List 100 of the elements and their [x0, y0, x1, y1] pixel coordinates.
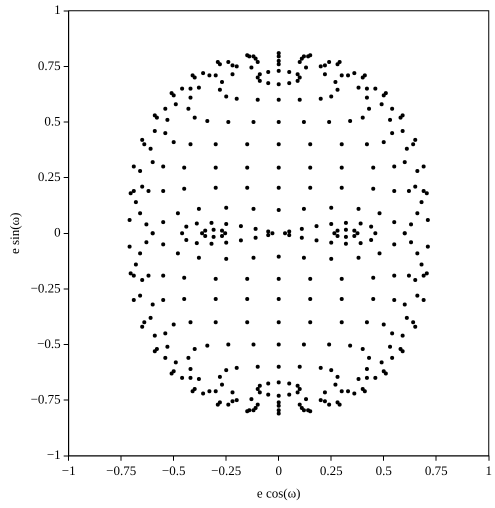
point: [402, 160, 407, 164]
point: [165, 118, 170, 122]
point: [338, 60, 342, 64]
point: [380, 102, 384, 106]
point: [420, 262, 424, 266]
point: [256, 364, 260, 369]
x-axis-title: e cos(ω): [256, 486, 301, 501]
point: [276, 82, 281, 86]
point: [340, 142, 344, 146]
point: [276, 54, 281, 58]
point: [163, 106, 168, 111]
point: [308, 166, 312, 170]
point: [128, 191, 133, 196]
point: [188, 96, 192, 100]
y-tick-label: 0.5: [44, 113, 61, 128]
point: [380, 360, 384, 364]
y-tick-label: −0.25: [30, 280, 61, 296]
point: [172, 322, 176, 327]
x-tick-label: −0.5: [162, 463, 186, 478]
point: [422, 274, 426, 278]
point: [140, 184, 144, 189]
point: [234, 366, 239, 370]
point: [138, 211, 142, 216]
point: [234, 398, 239, 402]
point: [245, 320, 250, 324]
point: [302, 120, 306, 124]
point: [362, 73, 367, 78]
point: [276, 296, 281, 301]
point: [367, 106, 372, 111]
point: [314, 238, 319, 242]
point: [364, 376, 369, 380]
point: [400, 113, 405, 118]
point: [296, 72, 300, 76]
point: [140, 278, 144, 282]
point: [371, 166, 376, 170]
point: [252, 206, 256, 211]
point: [176, 211, 180, 216]
y-tick-label: 0: [54, 224, 61, 240]
point: [364, 86, 369, 91]
point: [340, 166, 344, 170]
point: [182, 296, 186, 301]
point: [415, 294, 420, 298]
point: [132, 274, 136, 278]
point: [276, 412, 281, 416]
point: [336, 88, 340, 92]
point: [298, 387, 302, 392]
point: [276, 68, 281, 73]
point: [276, 364, 281, 369]
point: [406, 274, 411, 278]
point: [182, 276, 186, 280]
point: [358, 241, 363, 246]
point: [422, 189, 426, 194]
point: [200, 231, 204, 236]
y-tick-label: 0.75: [38, 58, 61, 73]
point: [216, 402, 220, 407]
point: [390, 131, 394, 136]
point: [234, 96, 239, 101]
point: [196, 377, 201, 382]
point: [148, 146, 153, 151]
point: [373, 376, 378, 380]
point: [276, 98, 281, 102]
point: [256, 60, 260, 64]
point: [205, 118, 210, 123]
point: [360, 347, 365, 351]
point: [392, 220, 396, 224]
point: [409, 222, 414, 226]
point: [424, 191, 429, 196]
point: [390, 106, 394, 111]
point: [172, 140, 176, 144]
point: [276, 254, 281, 259]
point: [138, 251, 142, 256]
point: [276, 380, 281, 384]
point: [322, 399, 327, 404]
point: [188, 320, 192, 324]
point: [346, 389, 350, 394]
point: [161, 220, 166, 224]
point: [404, 316, 409, 320]
point: [296, 78, 300, 83]
point: [218, 88, 222, 92]
point: [300, 56, 304, 61]
point: [270, 231, 274, 236]
point: [203, 228, 208, 233]
point: [266, 70, 270, 74]
point: [161, 242, 166, 246]
point: [378, 211, 382, 216]
point: [152, 113, 157, 118]
y-tick-label: −0.75: [30, 392, 61, 407]
point: [218, 374, 222, 379]
point: [196, 206, 201, 211]
point: [356, 206, 361, 211]
point: [287, 381, 292, 386]
point: [348, 344, 352, 348]
point: [128, 244, 132, 249]
point: [355, 231, 360, 236]
x-tick-label: 0.5: [376, 463, 392, 478]
point: [186, 356, 190, 360]
point: [238, 224, 243, 228]
point: [214, 166, 218, 170]
point: [134, 262, 138, 266]
y-axis-title: e sin(ω): [7, 212, 22, 254]
